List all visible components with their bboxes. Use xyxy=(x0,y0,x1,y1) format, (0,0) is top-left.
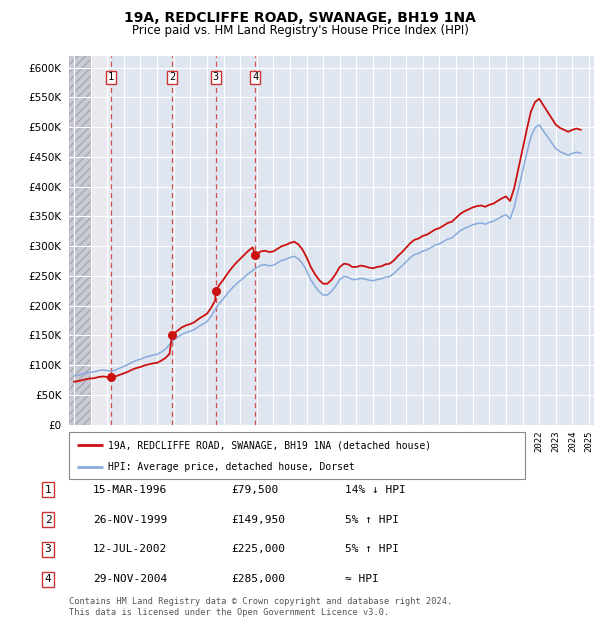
Text: 2: 2 xyxy=(169,73,175,82)
Text: £79,500: £79,500 xyxy=(231,485,278,495)
Text: 19A, REDCLIFFE ROAD, SWANAGE, BH19 1NA (detached house): 19A, REDCLIFFE ROAD, SWANAGE, BH19 1NA (… xyxy=(108,440,431,450)
Text: 1: 1 xyxy=(107,73,114,82)
Bar xyxy=(110,56,594,425)
Text: 19A, REDCLIFFE ROAD, SWANAGE, BH19 1NA: 19A, REDCLIFFE ROAD, SWANAGE, BH19 1NA xyxy=(124,11,476,25)
Text: 15-MAR-1996: 15-MAR-1996 xyxy=(93,485,167,495)
Text: 12-JUL-2002: 12-JUL-2002 xyxy=(93,544,167,554)
Text: 5% ↑ HPI: 5% ↑ HPI xyxy=(345,515,399,525)
Text: £285,000: £285,000 xyxy=(231,574,285,584)
Text: £149,950: £149,950 xyxy=(231,515,285,525)
Text: 26-NOV-1999: 26-NOV-1999 xyxy=(93,515,167,525)
Text: 29-NOV-2004: 29-NOV-2004 xyxy=(93,574,167,584)
Text: Contains HM Land Registry data © Crown copyright and database right 2024.
This d: Contains HM Land Registry data © Crown c… xyxy=(69,598,452,617)
Text: 2: 2 xyxy=(44,515,52,525)
Text: 3: 3 xyxy=(212,73,219,82)
Text: 4: 4 xyxy=(44,574,52,584)
Text: ≈ HPI: ≈ HPI xyxy=(345,574,379,584)
Text: 4: 4 xyxy=(252,73,259,82)
Text: 5% ↑ HPI: 5% ↑ HPI xyxy=(345,544,399,554)
Text: HPI: Average price, detached house, Dorset: HPI: Average price, detached house, Dors… xyxy=(108,461,355,472)
Text: 14% ↓ HPI: 14% ↓ HPI xyxy=(345,485,406,495)
Text: 1: 1 xyxy=(44,485,52,495)
Text: £225,000: £225,000 xyxy=(231,544,285,554)
Text: Price paid vs. HM Land Registry's House Price Index (HPI): Price paid vs. HM Land Registry's House … xyxy=(131,24,469,37)
Text: 3: 3 xyxy=(44,544,52,554)
